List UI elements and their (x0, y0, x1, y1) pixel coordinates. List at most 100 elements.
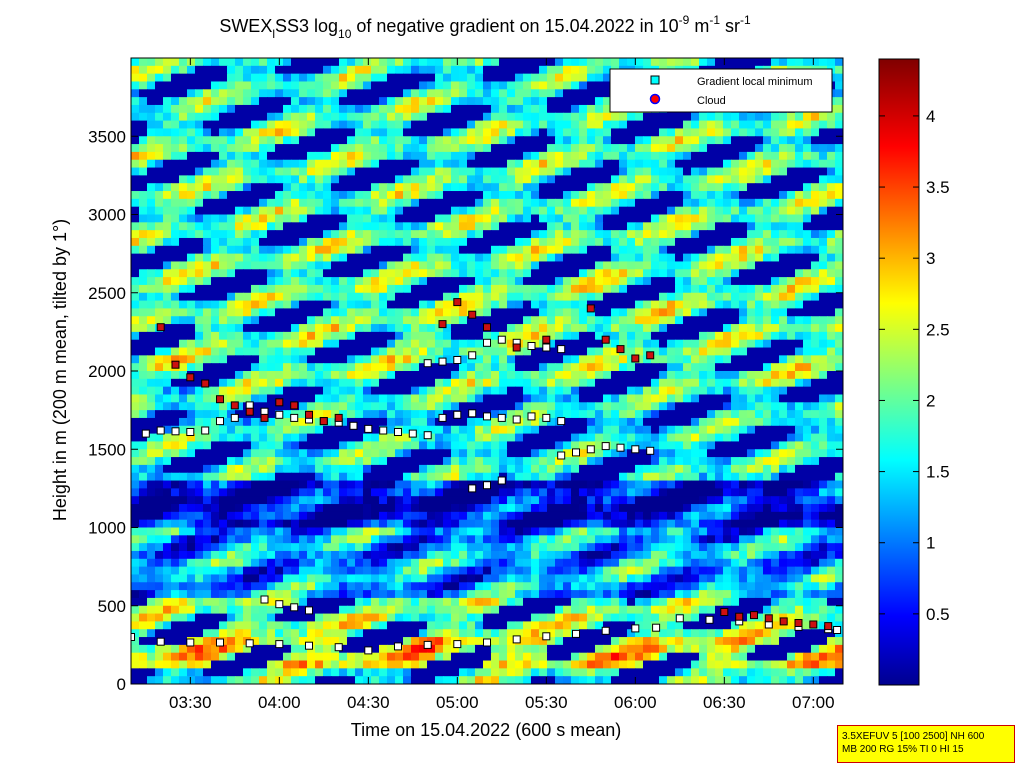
heatmap-cell (539, 198, 548, 208)
heatmap-cell (203, 300, 212, 310)
heatmap-cell (779, 347, 788, 356)
heatmap-cell (331, 151, 340, 161)
heatmap-cell (579, 277, 588, 286)
heatmap-cell (195, 457, 204, 466)
heatmap-cell (643, 237, 652, 247)
heatmap-cell (195, 230, 204, 239)
heatmap-cell (323, 175, 332, 184)
heatmap-cell (355, 191, 364, 200)
heatmap-cell (227, 331, 236, 341)
heatmap-cell (187, 237, 196, 247)
heatmap-cell (291, 277, 300, 286)
heatmap-cell (467, 167, 476, 176)
heatmap-cell (563, 230, 572, 239)
heatmap-cell (675, 159, 684, 169)
heatmap-cell (195, 292, 204, 302)
heatmap-cell (195, 433, 204, 443)
heatmap-cell (379, 410, 388, 419)
heatmap-cell (659, 206, 668, 216)
heatmap-cell (667, 183, 676, 192)
heatmap-cell (587, 65, 596, 75)
heatmap-cell (627, 347, 636, 356)
heatmap-cell (307, 191, 316, 200)
heatmap-cell (355, 284, 364, 294)
heatmap-cell (707, 269, 716, 278)
heatmap-cell (747, 402, 756, 411)
heatmap-cell (787, 206, 796, 216)
heatmap-cell (507, 441, 516, 450)
heatmap-cell (731, 206, 740, 216)
title-sub-2: 10 (338, 27, 352, 41)
heatmap-cell (667, 175, 676, 184)
heatmap-cell (771, 324, 780, 333)
heatmap-cell (771, 58, 780, 67)
heatmap-cell (155, 183, 164, 192)
heatmap-cell (739, 449, 748, 458)
heatmap-cell (299, 417, 308, 427)
heatmap-cell (163, 433, 172, 443)
heatmap-cell (499, 441, 508, 450)
heatmap-cell (811, 58, 820, 67)
heatmap-cell (779, 58, 788, 67)
heatmap-cell (539, 363, 548, 372)
heatmap-cell (787, 136, 796, 145)
heatmap-cell (827, 363, 836, 372)
heatmap-cell (147, 457, 156, 466)
heatmap-cell (259, 417, 268, 427)
heatmap-cell (339, 339, 348, 349)
heatmap-cell (283, 394, 292, 403)
heatmap-cell (475, 457, 484, 466)
heatmap-cell (539, 425, 548, 435)
heatmap-cell (259, 81, 268, 90)
heatmap-cell (747, 191, 756, 200)
heatmap-cell (611, 175, 620, 184)
heatmap-cell (227, 89, 236, 98)
heatmap-cell (675, 363, 684, 372)
heatmap-cell (683, 363, 692, 372)
heatmap-cell (475, 331, 484, 341)
heatmap-cell (403, 120, 412, 130)
heatmap-cell (411, 433, 420, 443)
heatmap-cell (779, 417, 788, 427)
heatmap-cell (275, 245, 284, 255)
heatmap-cell (547, 378, 556, 388)
heatmap-cell (659, 144, 668, 153)
heatmap-cell (155, 472, 164, 482)
heatmap-cell (459, 237, 468, 247)
heatmap-cell (363, 363, 372, 372)
heatmap-cell (411, 112, 420, 122)
heatmap-cell (763, 347, 772, 356)
heatmap-cell (603, 457, 612, 466)
heatmap-cell (739, 128, 748, 137)
heatmap-cell (675, 331, 684, 341)
heatmap-cell (147, 394, 156, 403)
heatmap-cell (755, 417, 764, 427)
heatmap-cell (299, 198, 308, 208)
heatmap-cell (523, 73, 532, 83)
heatmap-cell (427, 104, 436, 114)
heatmap-cell (291, 480, 300, 489)
heatmap-cell (611, 159, 620, 169)
heatmap-cell (459, 81, 468, 90)
heatmap-cell (435, 331, 444, 341)
heatmap-cell (323, 89, 332, 98)
heatmap-cell (651, 339, 660, 349)
heatmap-cell (379, 159, 388, 169)
heatmap-cell (427, 214, 436, 223)
heatmap-cell (451, 222, 460, 231)
heatmap-cell (307, 480, 316, 489)
heatmap-cell (371, 206, 380, 216)
heatmap-cell (531, 81, 540, 90)
heatmap-cell (211, 198, 220, 208)
heatmap-cell (707, 410, 716, 419)
heatmap-cell (627, 175, 636, 184)
heatmap-cell (603, 214, 612, 223)
heatmap-cell (491, 89, 500, 98)
heatmap-cell (819, 363, 828, 372)
heatmap-cell (387, 363, 396, 372)
heatmap-cell (347, 97, 356, 106)
heatmap-cell (427, 269, 436, 278)
heatmap-cell (587, 308, 596, 317)
heatmap-cell (739, 253, 748, 263)
heatmap-cell (195, 151, 204, 161)
